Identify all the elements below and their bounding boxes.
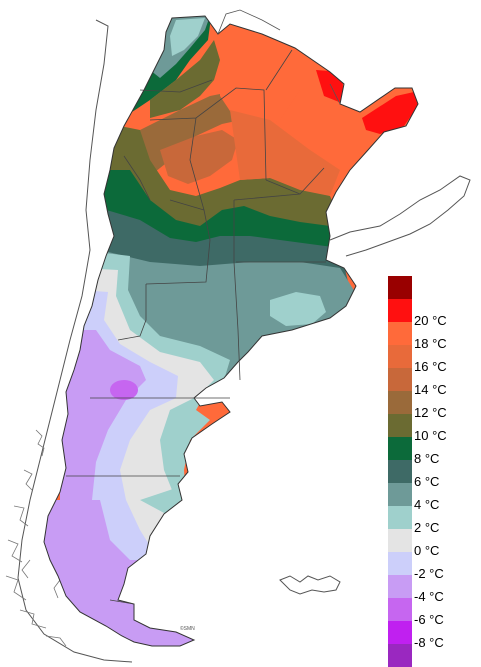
legend-label: 10 °C <box>414 428 447 443</box>
legend-swatch <box>388 460 412 483</box>
legend-label: 0 °C <box>414 543 440 558</box>
legend-swatch <box>388 529 412 552</box>
legend-label: 14 °C <box>414 382 447 397</box>
uruguay-outline <box>329 175 471 257</box>
chile-islands <box>5 429 67 647</box>
legend-swatch <box>388 276 412 299</box>
malvinas-islands <box>279 575 341 595</box>
legend-label: 12 °C <box>414 405 447 420</box>
legend-label: 4 °C <box>414 497 440 512</box>
legend-swatch <box>388 483 412 506</box>
legend-swatch <box>388 575 412 598</box>
legend-swatch <box>388 621 412 644</box>
legend-label: 8 °C <box>414 451 440 466</box>
province-borders <box>66 49 326 605</box>
chile-outline <box>17 19 133 663</box>
legend-swatch <box>388 644 412 667</box>
legend-swatch <box>388 552 412 575</box>
map-credit: ©SMN <box>180 625 195 632</box>
legend-swatch <box>388 322 412 345</box>
legend-label: -8 °C <box>414 635 444 650</box>
legend-label: -2 °C <box>414 566 444 581</box>
legend-swatch <box>388 391 412 414</box>
legend-swatch <box>388 598 412 621</box>
legend-label: 16 °C <box>414 359 447 374</box>
legend-label: -4 °C <box>414 589 444 604</box>
legend-label: 20 °C <box>414 313 447 328</box>
legend-label: 2 °C <box>414 520 440 535</box>
legend-swatch <box>388 299 412 322</box>
legend-swatch <box>388 345 412 368</box>
legend-swatch <box>388 368 412 391</box>
legend-label: -6 °C <box>414 612 444 627</box>
legend-swatch <box>388 414 412 437</box>
legend-swatch <box>388 437 412 460</box>
legend-label: 18 °C <box>414 336 447 351</box>
argentina-outline <box>43 15 419 647</box>
legend-swatch <box>388 506 412 529</box>
northern-border-outline <box>217 9 341 105</box>
legend-label: 6 °C <box>414 474 440 489</box>
